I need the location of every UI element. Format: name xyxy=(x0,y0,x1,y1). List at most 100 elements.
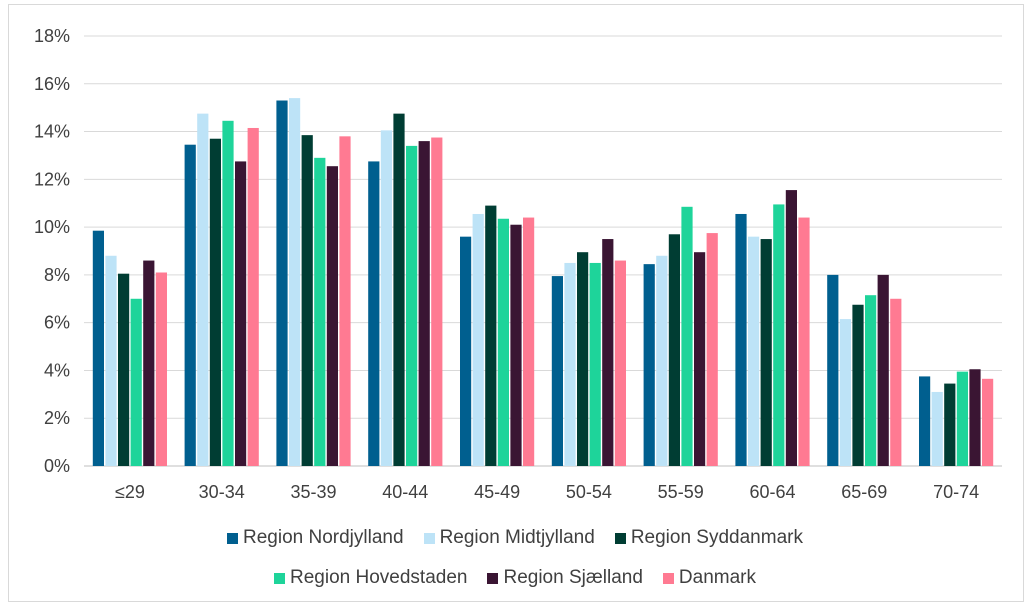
bar xyxy=(326,166,338,466)
bar xyxy=(406,145,418,466)
bar xyxy=(564,262,576,466)
legend-swatch xyxy=(662,572,674,584)
bar xyxy=(510,224,522,466)
legend-label: Region Syddanmark xyxy=(630,527,803,548)
bar xyxy=(748,236,760,466)
bar xyxy=(602,239,614,466)
bar xyxy=(694,252,706,466)
bar xyxy=(827,274,839,466)
bar xyxy=(877,274,889,466)
legend-item: Region Nordjylland xyxy=(227,527,404,549)
bar xyxy=(143,260,155,466)
bar xyxy=(209,138,221,466)
bar xyxy=(589,262,601,466)
legend-label: Danmark xyxy=(678,567,756,588)
bar xyxy=(314,157,326,467)
bar xyxy=(706,233,718,466)
x-tick-label: 40-44 xyxy=(382,482,428,502)
bar xyxy=(852,304,864,466)
bar xyxy=(472,213,484,466)
x-tick-label: 55-59 xyxy=(658,482,704,502)
bar xyxy=(339,136,351,467)
legend-row: Region Nordjylland Region Midtjylland Regi… xyxy=(0,518,1030,558)
y-tick-label: 10% xyxy=(34,217,70,237)
y-tick-label: 8% xyxy=(44,265,70,285)
bar xyxy=(130,298,142,466)
x-tick-label: 60-64 xyxy=(749,482,795,502)
legend-swatch xyxy=(274,572,286,584)
bar xyxy=(577,252,589,466)
bar xyxy=(551,276,563,466)
bar xyxy=(289,98,301,466)
x-tick-label: 50-54 xyxy=(566,482,612,502)
bar xyxy=(956,371,968,466)
bar xyxy=(155,272,167,466)
bar xyxy=(460,236,472,466)
y-tick-label: 0% xyxy=(44,456,70,476)
chart-legend: Region Nordjylland Region Midtjylland Regi… xyxy=(0,518,1030,598)
bar xyxy=(393,113,405,466)
legend-swatch xyxy=(487,572,499,584)
bar xyxy=(656,255,668,466)
legend-item: Region Syddanmark xyxy=(614,527,803,549)
bar xyxy=(773,204,785,466)
legend-label: Region Nordjylland xyxy=(243,527,404,548)
y-tick-label: 6% xyxy=(44,313,70,333)
bar xyxy=(380,130,392,466)
legend-item: Region Midtjylland xyxy=(423,527,595,549)
bar xyxy=(643,264,655,466)
y-tick-label: 18% xyxy=(34,26,70,46)
y-tick-label: 4% xyxy=(44,360,70,380)
bar xyxy=(919,376,931,466)
bar xyxy=(418,141,430,466)
bar xyxy=(890,298,902,466)
legend-item: Region Hovedstaden xyxy=(274,567,467,589)
bar xyxy=(735,213,747,466)
x-tick-label: 70-74 xyxy=(933,482,979,502)
bar-chart: 0% 2% 4% 6% 8% 10% 12% 14% 16% 18% ≤29 30-34 35-39 40… xyxy=(34,26,1002,502)
bar xyxy=(368,161,380,466)
legend-item: Danmark xyxy=(662,567,756,589)
y-tick-label: 16% xyxy=(34,74,70,94)
bar xyxy=(931,391,943,466)
bar xyxy=(92,230,104,466)
bar xyxy=(668,234,680,466)
bar xyxy=(485,205,497,466)
bar xyxy=(982,378,994,466)
bar xyxy=(944,383,956,466)
legend-row: Region Hovedstaden Region Sjælland Danmark xyxy=(0,558,1030,598)
bar xyxy=(197,113,209,466)
legend-label: Region Hovedstaden xyxy=(290,567,468,588)
x-tick-label: 65-69 xyxy=(841,482,887,502)
x-tick-label: 30-34 xyxy=(199,482,245,502)
legend-swatch xyxy=(227,532,239,544)
x-tick-label: ≤29 xyxy=(115,482,145,502)
bar xyxy=(798,217,810,466)
bar xyxy=(118,273,130,466)
bar xyxy=(247,127,259,466)
legend-label: Region Midtjylland xyxy=(439,527,595,548)
bar xyxy=(865,295,877,466)
bar xyxy=(614,260,626,466)
bar xyxy=(105,255,117,466)
y-tick-label: 14% xyxy=(34,122,70,142)
bar xyxy=(497,218,509,466)
legend-label: Region Sjælland xyxy=(503,567,643,588)
legend-swatch xyxy=(423,532,435,544)
legend-swatch xyxy=(614,532,626,544)
bar xyxy=(431,137,443,466)
bar xyxy=(276,100,288,466)
bar xyxy=(969,369,981,466)
y-tick-label: 12% xyxy=(34,169,70,189)
y-tick-label: 2% xyxy=(44,408,70,428)
bar xyxy=(222,120,234,467)
legend-item: Region Sjælland xyxy=(487,567,643,589)
bar xyxy=(760,239,772,466)
bar xyxy=(184,144,196,466)
bar xyxy=(301,135,313,466)
bar xyxy=(523,217,535,466)
bar xyxy=(785,190,797,467)
x-tick-label: 45-49 xyxy=(474,482,520,502)
x-tick-label: 35-39 xyxy=(290,482,336,502)
bar xyxy=(839,319,851,466)
